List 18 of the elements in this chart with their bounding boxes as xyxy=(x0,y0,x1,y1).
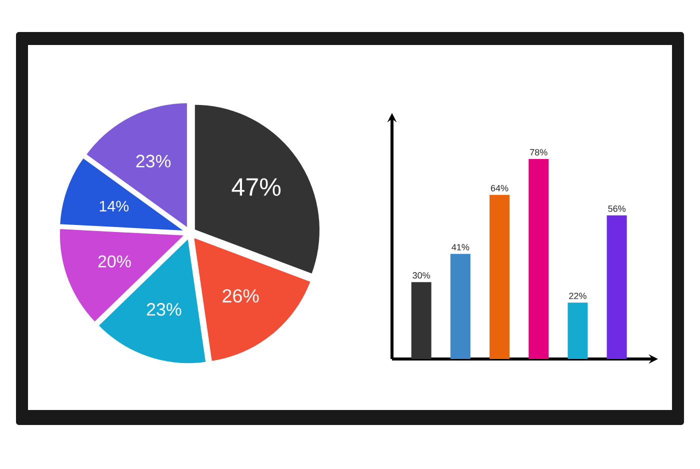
data-label: 78% xyxy=(530,149,548,156)
bar xyxy=(411,282,432,359)
data-label: 30% xyxy=(412,272,430,279)
bar xyxy=(568,302,588,359)
data-label: 47% xyxy=(232,178,281,196)
data-label: 26% xyxy=(222,289,259,303)
bar xyxy=(528,159,549,359)
data-label: 41% xyxy=(452,244,470,250)
data-label: 23% xyxy=(136,154,171,168)
data-label: 14% xyxy=(100,200,129,212)
data-label: 23% xyxy=(146,303,182,316)
data-label: 22% xyxy=(569,292,586,300)
bar xyxy=(450,254,470,359)
data-label: 56% xyxy=(608,206,626,212)
data-label: 20% xyxy=(98,255,131,268)
data-label: 64% xyxy=(490,184,508,192)
bar xyxy=(490,194,510,359)
bar xyxy=(606,215,627,359)
